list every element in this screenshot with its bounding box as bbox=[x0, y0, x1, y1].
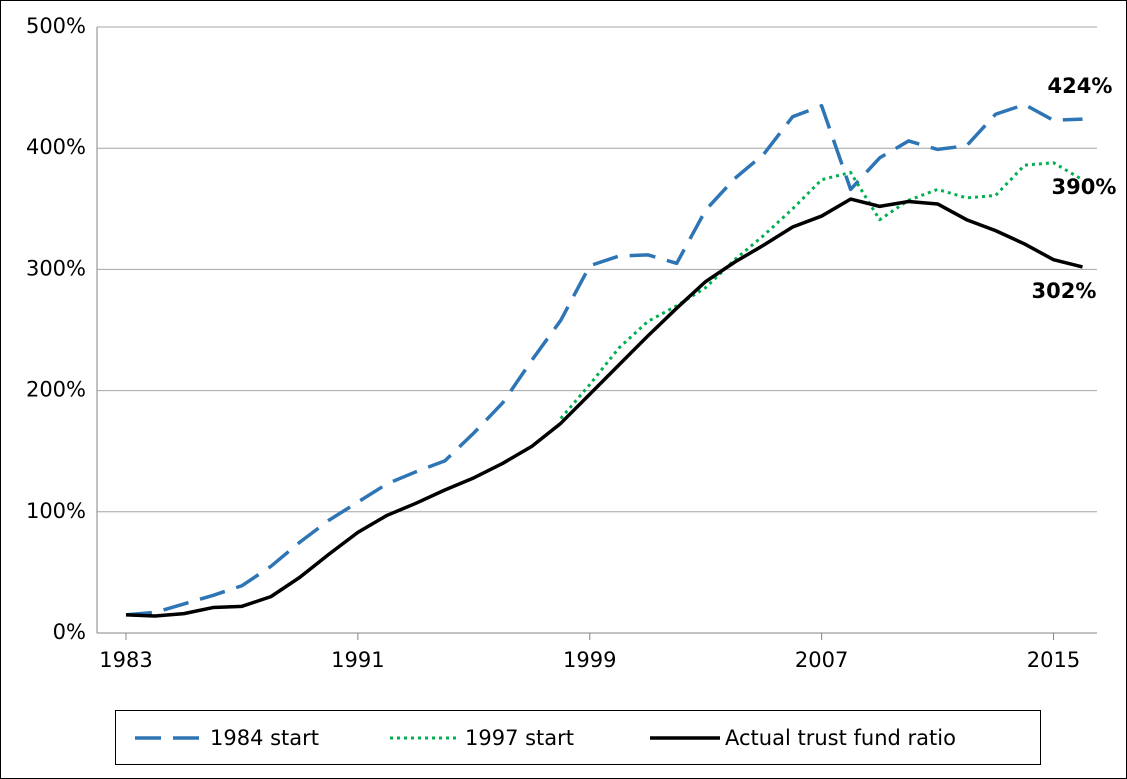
legend-label: 1984 start bbox=[210, 726, 319, 750]
y-tick-label: 300% bbox=[26, 256, 86, 280]
annotation: 302% bbox=[1032, 279, 1097, 303]
legend-label: 1997 start bbox=[465, 726, 574, 750]
x-tick-label: 2015 bbox=[1027, 648, 1080, 672]
x-tick-label: 1999 bbox=[563, 648, 616, 672]
y-tick-label: 0% bbox=[53, 620, 86, 644]
legend-label: Actual trust fund ratio bbox=[725, 726, 956, 750]
series-line bbox=[125, 197, 1083, 618]
series-line bbox=[125, 102, 1083, 617]
y-tick-label: 100% bbox=[26, 499, 86, 523]
annotation: 390% bbox=[1052, 175, 1117, 199]
x-tick-label: 1983 bbox=[99, 648, 152, 672]
legend-box bbox=[115, 710, 1041, 765]
annotation: 424% bbox=[1048, 74, 1113, 98]
y-tick-label: 400% bbox=[26, 135, 86, 159]
x-tick-label: 1991 bbox=[331, 648, 384, 672]
x-tick-label: 2007 bbox=[795, 648, 848, 672]
y-tick-label: 200% bbox=[26, 378, 86, 402]
y-tick-label: 500% bbox=[26, 14, 86, 38]
